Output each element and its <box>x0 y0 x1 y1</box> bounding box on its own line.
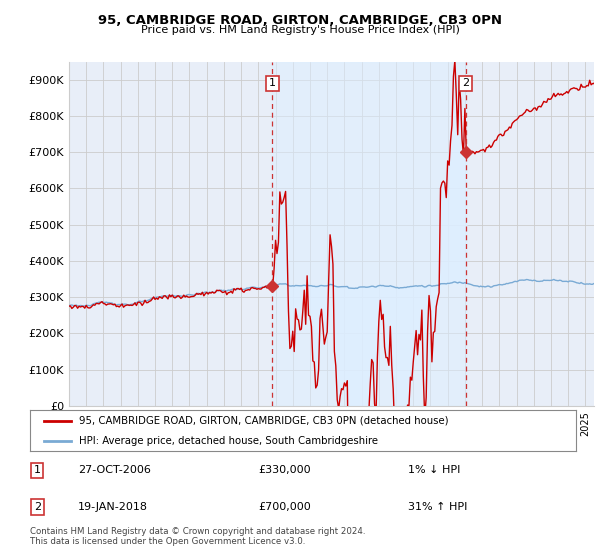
Text: £330,000: £330,000 <box>258 465 311 475</box>
Text: 2: 2 <box>34 502 41 512</box>
Text: 1: 1 <box>34 465 41 475</box>
Text: 2: 2 <box>462 78 469 88</box>
Text: 95, CAMBRIDGE ROAD, GIRTON, CAMBRIDGE, CB3 0PN (detached house): 95, CAMBRIDGE ROAD, GIRTON, CAMBRIDGE, C… <box>79 416 449 426</box>
Text: 1% ↓ HPI: 1% ↓ HPI <box>408 465 460 475</box>
Text: 27-OCT-2006: 27-OCT-2006 <box>78 465 151 475</box>
Text: 19-JAN-2018: 19-JAN-2018 <box>78 502 148 512</box>
Text: HPI: Average price, detached house, South Cambridgeshire: HPI: Average price, detached house, Sout… <box>79 436 378 446</box>
Text: 31% ↑ HPI: 31% ↑ HPI <box>408 502 467 512</box>
Text: 95, CAMBRIDGE ROAD, GIRTON, CAMBRIDGE, CB3 0PN: 95, CAMBRIDGE ROAD, GIRTON, CAMBRIDGE, C… <box>98 14 502 27</box>
Text: £700,000: £700,000 <box>258 502 311 512</box>
Text: Contains HM Land Registry data © Crown copyright and database right 2024.
This d: Contains HM Land Registry data © Crown c… <box>30 526 365 546</box>
Bar <box>272 62 466 406</box>
Text: 1: 1 <box>269 78 276 88</box>
Text: Price paid vs. HM Land Registry's House Price Index (HPI): Price paid vs. HM Land Registry's House … <box>140 25 460 35</box>
